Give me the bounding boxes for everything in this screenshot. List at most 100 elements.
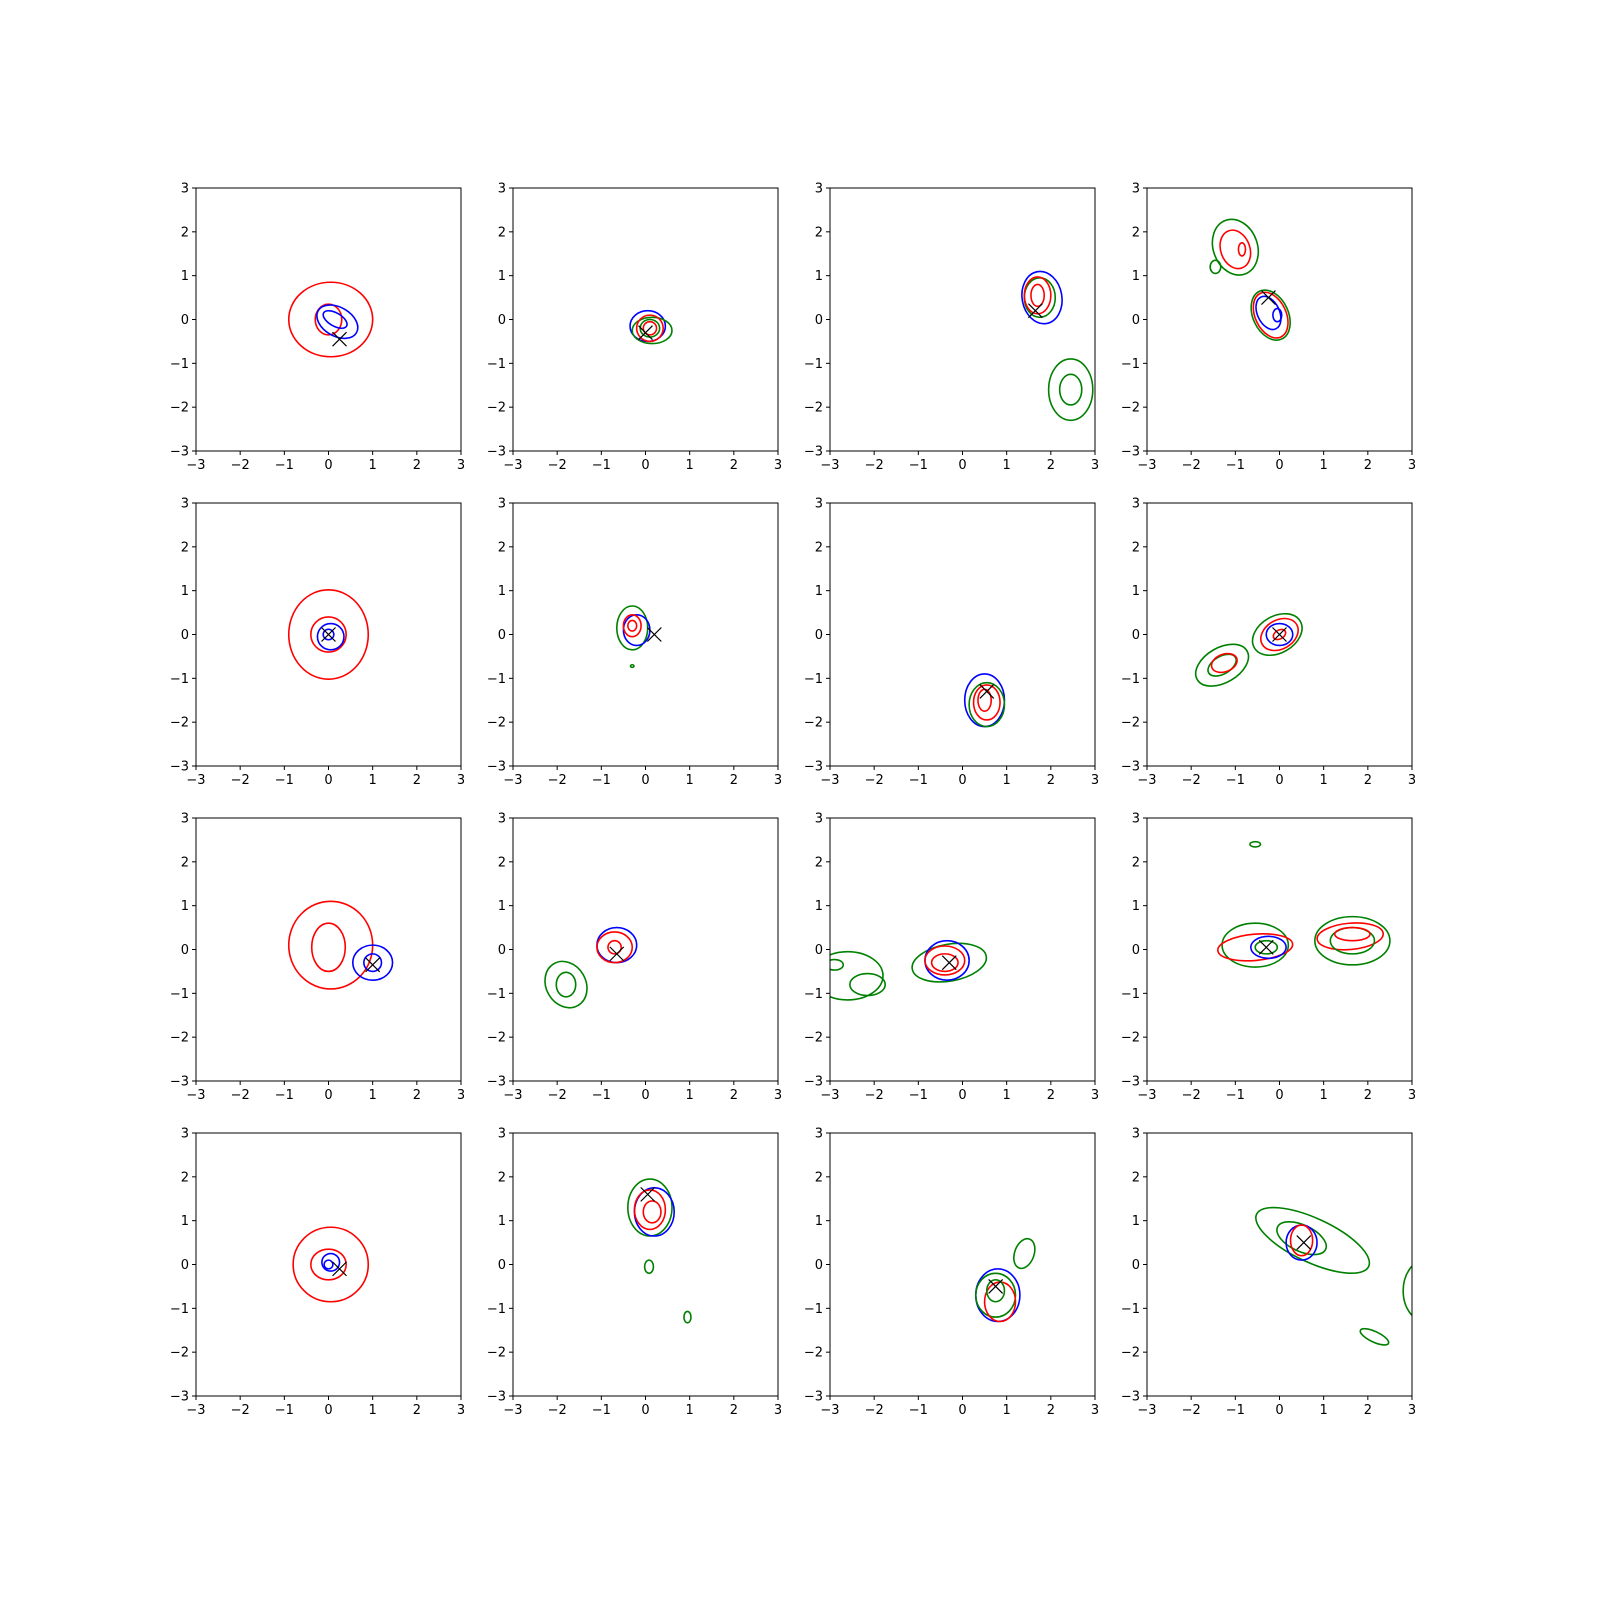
x-tick-label: −3 xyxy=(1137,773,1156,788)
contour-red xyxy=(1252,291,1289,339)
x-tick-label: −3 xyxy=(820,1403,839,1418)
x-tick-label: 0 xyxy=(1275,773,1283,788)
y-tick-label: −3 xyxy=(170,1390,189,1405)
contour-green xyxy=(1402,1265,1412,1317)
x-marker xyxy=(1272,627,1287,642)
x-tick-label: −3 xyxy=(186,1088,205,1103)
contour-red xyxy=(1210,652,1238,674)
contour-red xyxy=(633,1189,667,1231)
x-marker xyxy=(609,946,625,962)
x-tick-label: 2 xyxy=(413,458,421,473)
y-tick-label: 3 xyxy=(815,182,823,197)
contour-red xyxy=(310,1248,347,1281)
y-tick-label: −3 xyxy=(170,445,189,460)
y-tick-label: −3 xyxy=(1121,445,1140,460)
y-tick-label: 2 xyxy=(498,540,506,555)
y-tick-label: 0 xyxy=(181,313,189,328)
y-tick-label: 1 xyxy=(1132,1214,1140,1229)
contour-red xyxy=(287,588,370,681)
contour-green xyxy=(643,1259,655,1275)
subplot-1: −3 −2 −1 0 1 2 3 −3 −2 −1 0 1 2 3 xyxy=(170,182,465,474)
y-tick-label: 3 xyxy=(181,182,189,197)
contour-green xyxy=(830,958,845,971)
contours xyxy=(1216,840,1391,968)
y-tick-label: 3 xyxy=(815,1127,823,1142)
y-tick-label: −1 xyxy=(1121,672,1140,687)
y-tick-label: 2 xyxy=(815,540,823,555)
contour-red xyxy=(314,303,343,336)
x-tick-label: 2 xyxy=(413,1088,421,1103)
contours xyxy=(830,939,988,1001)
y-tick-label: 1 xyxy=(815,899,823,914)
x-tick-label: −2 xyxy=(1182,773,1201,788)
y-tick-label: −2 xyxy=(1121,716,1140,731)
x-tick-label: 1 xyxy=(1320,1088,1328,1103)
contour-red xyxy=(310,616,347,653)
x-marker xyxy=(321,627,336,642)
x-tick-label: 2 xyxy=(730,1403,738,1418)
x-tick-label: 2 xyxy=(413,1403,421,1418)
y-tick-label: −2 xyxy=(170,1031,189,1046)
x-tick-label: 0 xyxy=(324,773,332,788)
x-marker xyxy=(332,1261,347,1277)
x-tick-label: 0 xyxy=(958,458,966,473)
contours xyxy=(629,309,673,345)
x-tick-label: 1 xyxy=(686,458,694,473)
x-tick-label: −3 xyxy=(186,458,205,473)
x-tick-label: −1 xyxy=(275,1403,294,1418)
x-tick-label: 2 xyxy=(1364,773,1372,788)
x-tick-label: 0 xyxy=(1275,1088,1283,1103)
y-tick-label: −2 xyxy=(804,716,823,731)
x-tick-label: −3 xyxy=(1137,1403,1156,1418)
subplot-7: −3 −2 −1 0 1 2 3 −3 −2 −1 0 1 2 3 xyxy=(804,497,1099,789)
x-tick-label: 0 xyxy=(958,773,966,788)
subplot-5: −3 −2 −1 0 1 2 3 −3 −2 −1 0 1 2 3 xyxy=(170,497,465,789)
contour-green xyxy=(1276,1221,1328,1256)
subplot-9: −3 −2 −1 0 1 2 3 −3 −2 −1 0 1 2 3 xyxy=(170,812,465,1104)
axes-frame xyxy=(195,187,462,452)
contours xyxy=(292,1226,370,1303)
y-tick-label: 1 xyxy=(498,1214,506,1229)
contour-red xyxy=(1333,926,1371,942)
contour-green xyxy=(968,681,1006,728)
subplot-10: −3 −2 −1 0 1 2 3 −3 −2 −1 0 1 2 3 xyxy=(487,812,782,1104)
x-tick-label: −3 xyxy=(820,773,839,788)
contour-blue xyxy=(1272,307,1283,323)
y-tick-label: 2 xyxy=(498,225,506,240)
contour-red xyxy=(622,613,642,638)
y-tick-label: −3 xyxy=(804,445,823,460)
contour-red xyxy=(642,1200,662,1224)
axes-frame xyxy=(195,817,462,1082)
x-tick-label: −1 xyxy=(592,1088,611,1103)
contour-red xyxy=(1023,276,1052,315)
x-tick-label: −3 xyxy=(503,1088,522,1103)
axes-frame xyxy=(512,817,779,1082)
x-tick-label: −1 xyxy=(909,458,928,473)
contours xyxy=(1021,270,1094,422)
subplot-6: −3 −2 −1 0 1 2 3 −3 −2 −1 0 1 2 3 xyxy=(487,497,782,789)
y-tick-label: 2 xyxy=(1132,1170,1140,1185)
y-tick-label: 2 xyxy=(815,855,823,870)
contour-green xyxy=(1047,358,1094,422)
contour-green xyxy=(1254,939,1279,955)
x-tick-label: −3 xyxy=(503,458,522,473)
y-tick-label: −1 xyxy=(804,1302,823,1317)
contour-red xyxy=(1030,283,1046,308)
contours xyxy=(1255,1206,1412,1346)
y-tick-label: 3 xyxy=(498,1127,506,1142)
y-tick-label: 1 xyxy=(498,584,506,599)
x-tick-label: 1 xyxy=(1003,773,1011,788)
x-tick-label: 3 xyxy=(774,1403,782,1418)
x-tick-label: −1 xyxy=(1226,773,1245,788)
subplot-13: −3 −2 −1 0 1 2 3 −3 −2 −1 0 1 2 3 xyxy=(170,1127,465,1419)
x-tick-label: −2 xyxy=(865,1088,884,1103)
x-marker xyxy=(638,325,653,341)
contour-blue xyxy=(363,953,383,973)
x-marker xyxy=(1027,303,1043,319)
contour-green xyxy=(1221,922,1290,968)
y-tick-label: −1 xyxy=(487,1302,506,1317)
contour-blue xyxy=(622,613,651,647)
x-tick-label: −2 xyxy=(231,1403,250,1418)
axes-frame xyxy=(1146,1132,1413,1397)
x-tick-label: 0 xyxy=(641,1403,649,1418)
